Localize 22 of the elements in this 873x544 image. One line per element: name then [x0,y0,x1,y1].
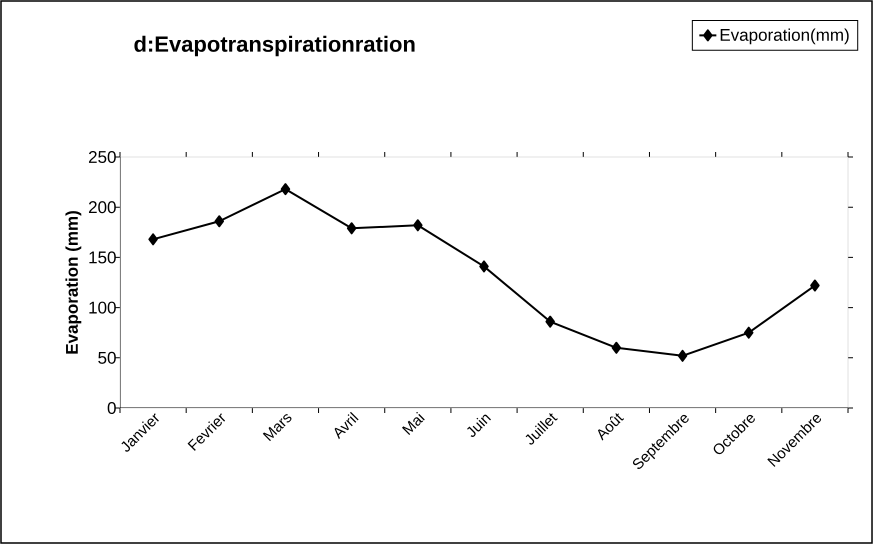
point [744,326,754,339]
legend-label: Evaporation(mm) [720,28,849,44]
chart-title: d:Evapotranspirationration [134,36,415,56]
y-tick-label: 50 [98,352,116,364]
point [148,233,158,246]
point [678,350,688,362]
point [346,222,356,234]
x-tick-label: Juin [467,414,492,437]
point [545,316,555,328]
y-tick-label: 250 [88,150,116,164]
y-tick-label: 200 [88,201,116,214]
y-axis-title: Evaporation (mm) [65,211,82,354]
point [479,260,489,272]
point [612,342,622,354]
x-tick-label: Mai [402,412,425,436]
y-tick-label: 150 [89,251,116,264]
point [413,219,423,232]
point [810,280,820,292]
y-tick-label: 100 [89,302,116,314]
y-tick-label: 0 [108,402,116,414]
point [280,183,290,196]
point [214,215,224,228]
